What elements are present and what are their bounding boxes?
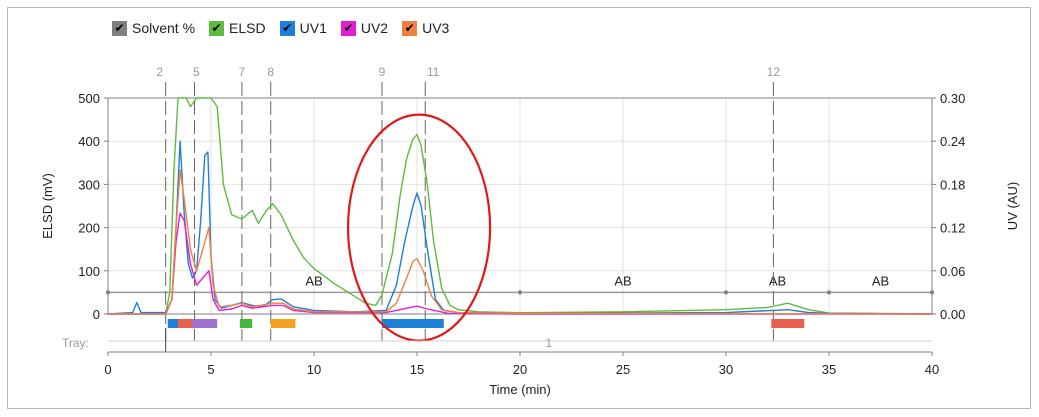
y-right-tick-label: 0.18 — [940, 177, 965, 192]
series-line-uv2 — [108, 212, 932, 315]
series-line-elsd — [108, 97, 933, 315]
y-left-tick-label: 400 — [78, 134, 100, 149]
solvent-segment-label: AB — [305, 273, 322, 288]
fraction-bar — [192, 319, 218, 328]
y-right-tick-label: 0.24 — [940, 134, 965, 149]
check-icon: ✔ — [340, 20, 356, 36]
y-left-axis-title: ELSD (mV) — [40, 173, 55, 239]
check-icon: ✔ — [209, 20, 225, 36]
y-left-tick-label: 0 — [93, 307, 100, 322]
tray-label: Tray: — [62, 336, 89, 350]
solvent-node — [518, 290, 522, 295]
legend-label: Solvent % — [132, 20, 196, 36]
solvent-segment-label: AB — [614, 273, 631, 288]
y-left-tick-label: 200 — [78, 221, 100, 236]
legend-item-elsd[interactable]: ✔ ELSD — [209, 20, 266, 36]
y-left-tick-label: 300 — [78, 177, 100, 192]
legend-item-uv1[interactable]: ✔ UV1 — [279, 20, 327, 36]
check-icon: ✔ — [279, 20, 295, 36]
check-icon: ✔ — [112, 20, 127, 36]
x-tick-label: 35 — [822, 362, 836, 377]
chart-legend: ✔ Solvent % ✔ ELSD ✔ UV1 ✔ UV2 ✔ UV3 — [112, 20, 449, 36]
fraction-marker-label: 7 — [239, 65, 246, 79]
solvent-segment-label: AB — [872, 273, 889, 288]
solvent-node — [106, 290, 110, 295]
y-right-tick-label: 0.06 — [940, 264, 965, 279]
x-tick-label: 0 — [104, 362, 111, 377]
y-right-tick-label: 0.30 — [940, 91, 965, 106]
fraction-marker-label: 9 — [379, 65, 386, 79]
x-tick-label: 20 — [513, 362, 527, 377]
legend-label: UV1 — [299, 20, 327, 36]
y-left-tick-label: 100 — [78, 264, 100, 279]
x-tick-label: 15 — [410, 362, 424, 377]
fraction-marker-label: 2 — [156, 65, 163, 79]
y-right-axis-title: UV (AU) — [1005, 182, 1020, 230]
fraction-bar — [270, 319, 296, 328]
legend-item-solvent[interactable]: ✔ Solvent % — [112, 20, 195, 36]
x-tick-label: 25 — [616, 362, 630, 377]
y-left-tick-label: 500 — [78, 91, 100, 106]
legend-label: ELSD — [229, 20, 266, 36]
y-right-tick-label: 0.00 — [940, 307, 965, 322]
x-tick-label: 30 — [719, 362, 733, 377]
x-tick-label: 5 — [207, 362, 214, 377]
series-line-uv3 — [108, 169, 933, 315]
legend-label: UV2 — [360, 20, 389, 36]
fraction-bar — [239, 319, 253, 328]
tray-number: 1 — [545, 336, 552, 350]
y-right-tick-label: 0.12 — [940, 221, 965, 236]
fraction-bar — [167, 319, 179, 328]
solvent-segment-label: AB — [769, 273, 786, 288]
fraction-marker-label: 5 — [193, 65, 200, 79]
fraction-marker-label: 11 — [427, 65, 440, 79]
x-tick-label: 10 — [307, 362, 321, 377]
legend-label: UV3 — [422, 20, 450, 36]
x-axis-title: Time (min) — [489, 382, 551, 397]
fraction-bar — [381, 319, 444, 328]
fraction-marker-label: 8 — [267, 65, 274, 79]
fraction-bar — [178, 319, 193, 328]
solvent-node — [827, 290, 831, 295]
fraction-bar — [771, 319, 805, 328]
legend-item-uv2[interactable]: ✔ UV2 — [340, 20, 389, 36]
solvent-node — [724, 290, 728, 295]
fraction-marker-label: 12 — [767, 65, 781, 79]
solvent-node — [930, 290, 934, 295]
check-icon: ✔ — [402, 20, 418, 36]
x-tick-label: 40 — [925, 362, 939, 377]
legend-item-uv3[interactable]: ✔ UV3 — [402, 20, 449, 36]
